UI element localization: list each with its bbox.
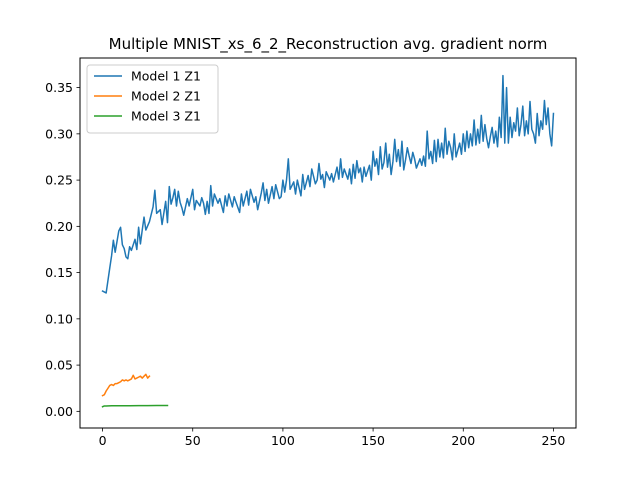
x-tick-label: 250 [542,433,566,448]
legend-label-2: Model 2 Z1 [131,89,201,104]
y-tick-label: 0.25 [45,173,73,188]
series-line-1 [101,74,555,294]
series-line-2 [101,373,151,397]
y-tick-label: 0.05 [45,358,73,373]
y-tick-label: 0.20 [45,219,73,234]
plot-frame [79,57,577,429]
x-tick-label: 50 [185,433,201,448]
series-layer [101,74,555,408]
legend: Model 1 Z1 Model 2 Z1 Model 3 Z1 [86,64,219,134]
legend-label-3: Model 3 Z1 [131,109,201,124]
x-axis-ticks: 0 50 100 150 200 250 [99,428,566,448]
x-tick-label: 200 [451,433,475,448]
chart-title: Multiple MNIST_xs_6_2_Reconstruction avg… [109,35,548,54]
y-tick-label: 0.15 [45,265,73,280]
x-tick-label: 0 [99,433,107,448]
y-tick-label: 0.00 [45,404,73,419]
legend-label-1: Model 1 Z1 [131,69,201,84]
x-tick-label: 100 [271,433,295,448]
y-axis-ticks: 0.00 0.05 0.10 0.15 0.20 0.25 0.30 0.35 [45,80,80,419]
series-line-3 [101,404,169,408]
x-tick-label: 150 [361,433,385,448]
y-tick-label: 0.10 [45,311,73,326]
y-tick-label: 0.30 [45,126,73,141]
y-tick-label: 0.35 [45,80,73,95]
